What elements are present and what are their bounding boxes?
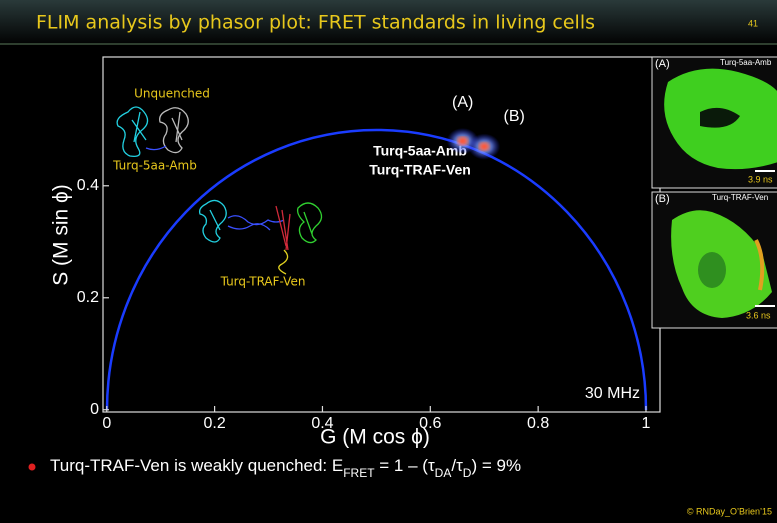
- structure-label: Turq-TRAF-Ven: [220, 275, 306, 289]
- annotation: 30 MHz: [585, 385, 640, 402]
- bullet-segment: = 1 – (τ: [375, 456, 435, 475]
- image-panel: [652, 57, 777, 188]
- bullet-segment: Turq-TRAF-Ven is weakly quenched: E: [50, 456, 343, 475]
- bullet-text: Turq-TRAF-Ven is weakly quenched: EFRET …: [50, 456, 521, 480]
- slide: FLIM analysis by phasor plot: FRET stand…: [0, 0, 777, 523]
- bullet-segment: ) = 9%: [471, 456, 521, 475]
- panel-title: Turq-5aa-Amb: [720, 58, 772, 67]
- x-tick-label: 0.2: [203, 415, 225, 432]
- panel-tag: (A): [655, 58, 670, 70]
- y-axis-label: S (M sin ϕ): [50, 184, 73, 286]
- panel-title: Turq-TRAF-Ven: [712, 193, 768, 202]
- plot-frame: [103, 57, 660, 412]
- annotation: Turq-TRAF-Ven: [369, 162, 471, 178]
- x-axis-label: G (M cos ϕ): [320, 426, 430, 449]
- data-point: [479, 143, 489, 151]
- point-label: (A): [452, 94, 473, 111]
- x-tick-label: 1: [642, 415, 651, 432]
- bullet-segment: DA: [435, 466, 452, 480]
- y-tick-label: 0.4: [77, 177, 99, 194]
- x-tick-label: 0: [102, 415, 111, 432]
- credit: © RNDay_O’Brien’15: [687, 506, 772, 516]
- page: { "slide": { "title": "FLIM analysis by …: [0, 0, 777, 523]
- y-tick-label: 0.2: [77, 289, 99, 306]
- point-label: (B): [504, 108, 525, 125]
- structure-label: Unquenched: [134, 87, 210, 101]
- x-tick-label: 0.8: [527, 415, 549, 432]
- panel-tag: (B): [655, 193, 670, 205]
- bullet-segment: D: [463, 466, 472, 480]
- bullet-segment: /τ: [451, 456, 463, 475]
- y-tick-label: 0: [90, 401, 99, 418]
- bullet-segment: FRET: [343, 466, 375, 480]
- x-tick-label: 0.6: [419, 415, 441, 432]
- data-point: [458, 137, 468, 145]
- x-tick-label: 0.4: [311, 415, 333, 432]
- structure-label: Turq-5aa-Amb: [112, 159, 197, 173]
- panel-lifetime: 3.9 ns: [748, 174, 773, 184]
- page-number: 41: [748, 18, 758, 28]
- image-panel: [652, 192, 777, 328]
- slide-title: FLIM analysis by phasor plot: FRET stand…: [36, 12, 595, 34]
- panel-lifetime: 3.6 ns: [746, 310, 771, 320]
- bullet-dot: [29, 464, 36, 471]
